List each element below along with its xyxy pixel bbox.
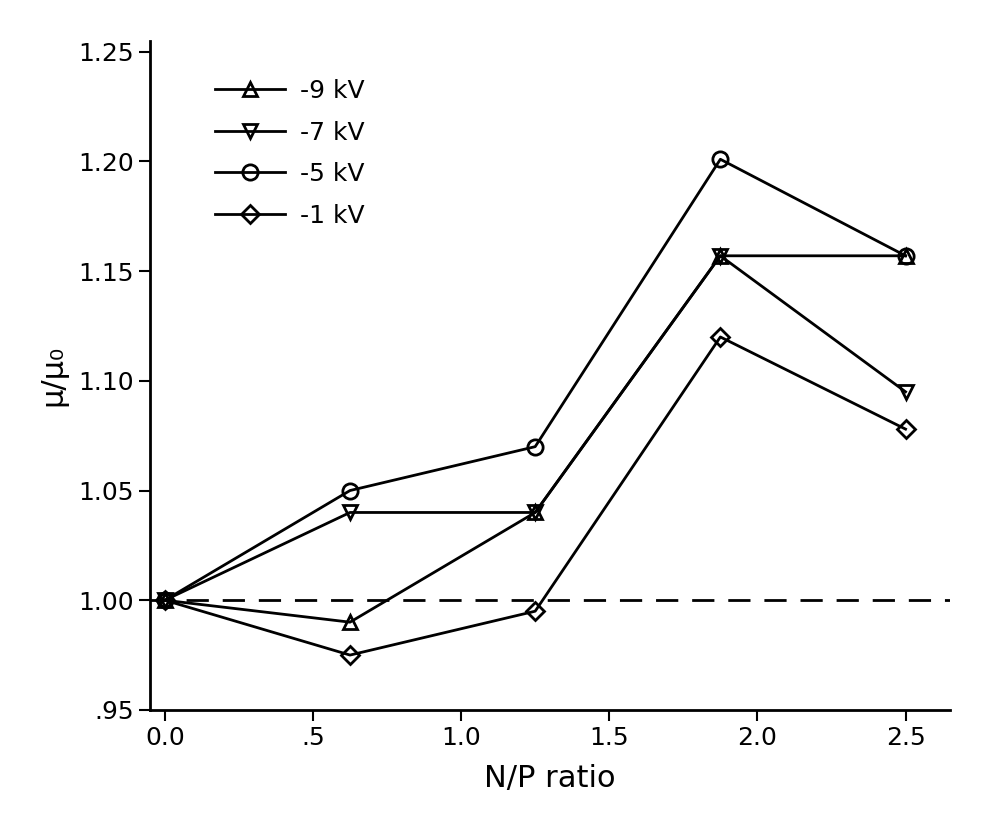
-9 kV [344, 617, 356, 627]
Line: -5 kV: -5 kV [157, 152, 913, 608]
Line: -9 kV: -9 kV [158, 249, 912, 629]
-1 kV [529, 606, 541, 616]
-5 kV [159, 596, 171, 605]
-5 kV [344, 486, 356, 495]
-5 kV [714, 154, 726, 164]
-7 kV [714, 251, 726, 260]
-7 kV [344, 508, 356, 517]
-5 kV [529, 441, 541, 451]
-1 kV [900, 424, 912, 434]
-9 kV [529, 508, 541, 517]
-5 kV [900, 251, 912, 260]
-7 kV [529, 508, 541, 517]
Line: -7 kV: -7 kV [158, 249, 912, 607]
-1 kV [159, 596, 171, 605]
Legend: -9 kV, -7 kV, -5 kV, -1 kV: -9 kV, -7 kV, -5 kV, -1 kV [202, 67, 377, 240]
-7 kV [900, 387, 912, 397]
-9 kV [900, 251, 912, 260]
-9 kV [159, 596, 171, 605]
-1 kV [714, 332, 726, 342]
-9 kV [714, 251, 726, 260]
Y-axis label: μ/μ₀: μ/μ₀ [38, 345, 67, 406]
X-axis label: N/P ratio: N/P ratio [484, 764, 616, 793]
-7 kV [159, 596, 171, 605]
-1 kV [344, 650, 356, 660]
Line: -1 kV: -1 kV [159, 330, 912, 661]
